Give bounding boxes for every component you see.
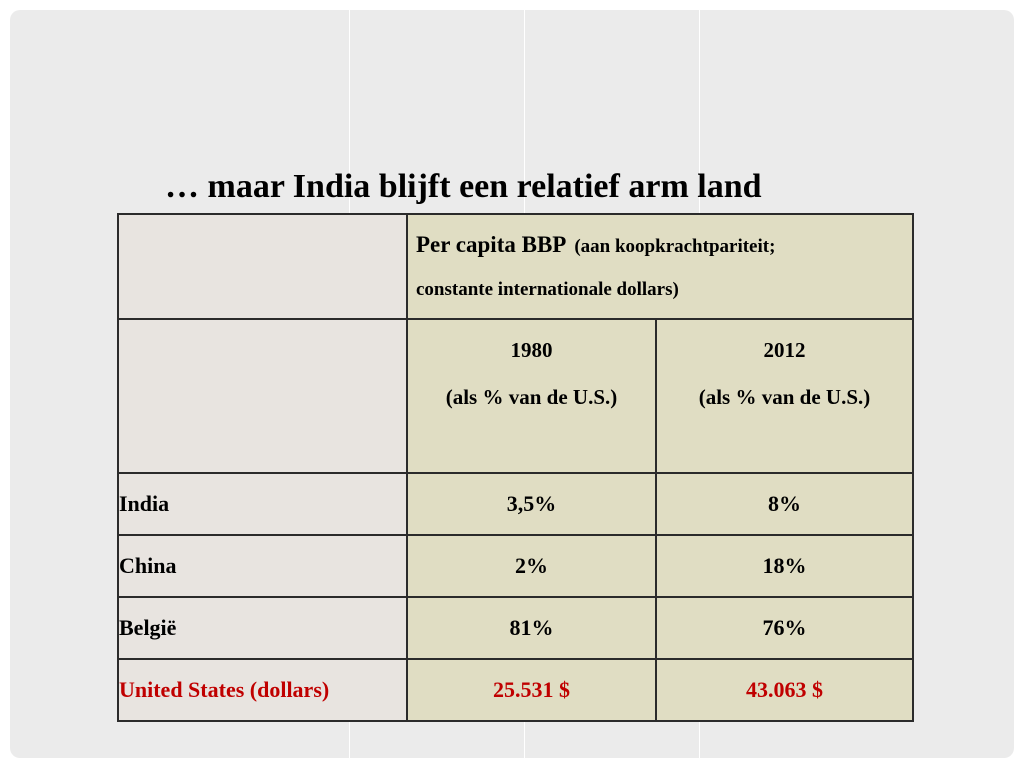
column-year: 1980 <box>510 338 553 362</box>
column-2012-header: 2012 (als % van de U.S.) <box>655 318 914 474</box>
table-row: China 2% 18% <box>117 534 914 598</box>
gdp-table: Per capita BBP (aan koopkrachtpariteit; … <box>117 213 914 722</box>
column-unit: (als % van de U.S.) <box>698 385 871 409</box>
row-value-2012: 76% <box>655 596 914 660</box>
table-row: België 81% 76% <box>117 596 914 660</box>
table-header-row: Per capita BBP (aan koopkrachtpariteit; … <box>117 213 914 320</box>
row-value-1980: 25.531 $ <box>406 658 657 722</box>
row-label: België <box>117 596 408 660</box>
table-year-row: 1980 (als % van de U.S.) 2012 (als % van… <box>117 318 914 474</box>
row-value-1980: 3,5% <box>406 472 657 536</box>
row-value-1980: 81% <box>406 596 657 660</box>
year-empty-cell <box>117 318 408 474</box>
header-empty-cell <box>117 213 408 320</box>
row-value-2012: 18% <box>655 534 914 598</box>
header-note-line2: constante internationale dollars) <box>416 279 679 300</box>
header-note: (aan koopkrachtpariteit; <box>574 236 776 257</box>
header-title-cell: Per capita BBP (aan koopkrachtpariteit; … <box>406 213 914 320</box>
row-value-2012: 43.063 $ <box>655 658 914 722</box>
slide-title: … maar India blijft een relatief arm lan… <box>165 168 762 205</box>
table-row-highlight: United States (dollars) 25.531 $ 43.063 … <box>117 658 914 722</box>
row-value-1980: 2% <box>406 534 657 598</box>
row-label: India <box>117 472 408 536</box>
column-1980-header: 1980 (als % van de U.S.) <box>406 318 657 474</box>
column-unit: (als % van de U.S.) <box>445 385 618 409</box>
row-value-2012: 8% <box>655 472 914 536</box>
row-label: China <box>117 534 408 598</box>
header-main: Per capita BBP <box>416 232 567 257</box>
table-row: India 3,5% 8% <box>117 472 914 536</box>
column-year: 2012 <box>763 338 806 362</box>
row-label: United States (dollars) <box>117 658 408 722</box>
